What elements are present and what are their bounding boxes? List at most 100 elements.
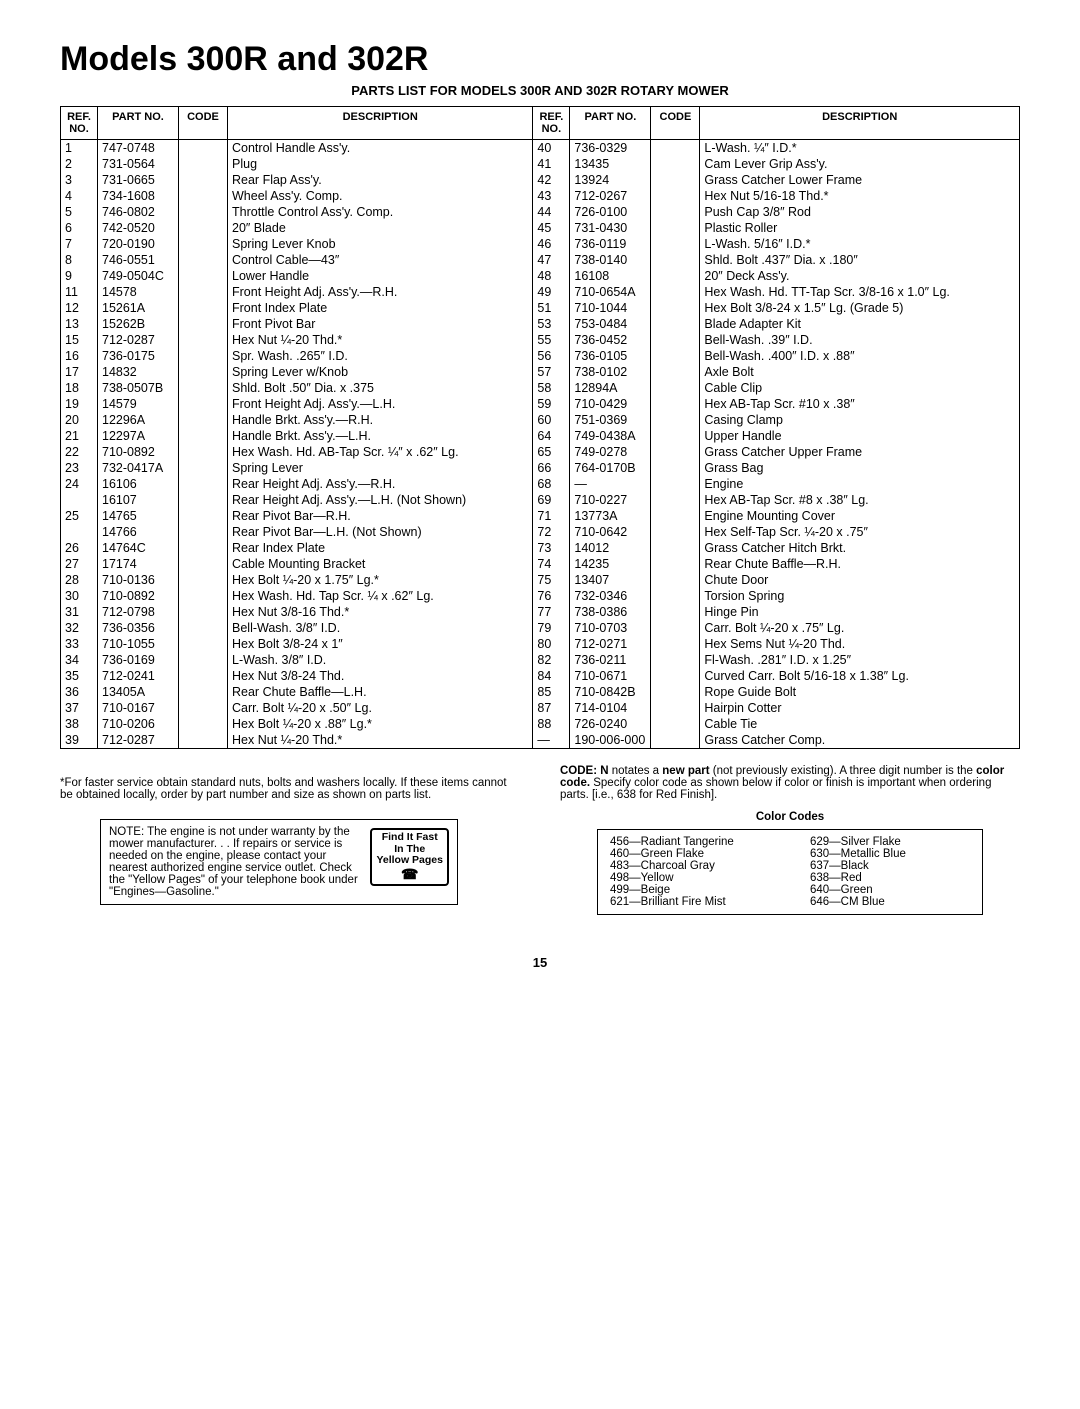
table-row: 34736-0169L-Wash. 3/8″ I.D.82736-0211Fl-… — [61, 652, 1020, 668]
part-no: 738-0386 — [570, 604, 651, 620]
code — [651, 268, 700, 284]
table-row: 16736-0175Spr. Wash. .265″ I.D.56736-010… — [61, 348, 1020, 364]
code — [179, 364, 228, 380]
part-no: 736-0169 — [98, 652, 179, 668]
ref-no: 42 — [533, 172, 570, 188]
col-desc2: DESCRIPTION — [700, 107, 1020, 140]
ref-no: 76 — [533, 588, 570, 604]
part-no: 710-0671 — [570, 668, 651, 684]
description: Hex Bolt 3/8-24 x 1.5″ Lg. (Grade 5) — [700, 300, 1020, 316]
part-no: 736-0211 — [570, 652, 651, 668]
ref-no: 3 — [61, 172, 98, 188]
description: Shld. Bolt .437″ Dia. x .180″ — [700, 252, 1020, 268]
ref-no: 69 — [533, 492, 570, 508]
part-no: 738-0102 — [570, 364, 651, 380]
code — [651, 332, 700, 348]
part-no: 712-0287 — [98, 332, 179, 348]
ref-no: 59 — [533, 396, 570, 412]
part-no: 736-0105 — [570, 348, 651, 364]
description: Hex Nut 3/8-16 Thd.* — [228, 604, 533, 620]
ref-no: 87 — [533, 700, 570, 716]
color-code-item: 637—Black — [810, 860, 970, 872]
description: Cable Clip — [700, 380, 1020, 396]
code — [651, 140, 700, 157]
description: Grass Catcher Lower Frame — [700, 172, 1020, 188]
ref-no: 26 — [61, 540, 98, 556]
code — [651, 572, 700, 588]
col-code2: CODE — [651, 107, 700, 140]
description: Handle Brkt. Ass'y.—L.H. — [228, 428, 533, 444]
color-codes-box: 456—Radiant Tangerine460—Green Flake483—… — [597, 829, 983, 915]
description: Rear Height Adj. Ass'y.—L.H. (Not Shown) — [228, 492, 533, 508]
description: Hairpin Cotter — [700, 700, 1020, 716]
table-row: 1914579Front Height Adj. Ass'y.—L.H.5971… — [61, 396, 1020, 412]
part-no: 12296A — [98, 412, 179, 428]
subtitle: PARTS LIST FOR MODELS 300R AND 302R ROTA… — [60, 83, 1020, 98]
col-ref2: REF. NO. — [533, 107, 570, 140]
code — [651, 732, 700, 749]
ref-no: 74 — [533, 556, 570, 572]
code — [179, 460, 228, 476]
code-info: CODE: N notates a new part (not previous… — [560, 765, 1020, 801]
code — [179, 492, 228, 508]
description: Wheel Ass'y. Comp. — [228, 188, 533, 204]
ref-no: 44 — [533, 204, 570, 220]
part-no: 742-0520 — [98, 220, 179, 236]
ref-no: 5 — [61, 204, 98, 220]
description: L-Wash. 3/8″ I.D. — [228, 652, 533, 668]
code — [651, 188, 700, 204]
description: Fl-Wash. .281″ I.D. x 1.25″ — [700, 652, 1020, 668]
ref-no: 56 — [533, 348, 570, 364]
ref-no: 43 — [533, 188, 570, 204]
code — [651, 508, 700, 524]
color-code-item: 629—Silver Flake — [810, 836, 970, 848]
footnote: *For faster service obtain standard nuts… — [60, 777, 520, 801]
part-no: 726-0240 — [570, 716, 651, 732]
code — [651, 220, 700, 236]
code — [651, 380, 700, 396]
description: L-Wash. 5/16″ I.D.* — [700, 236, 1020, 252]
ref-no: 27 — [61, 556, 98, 572]
table-row: 38710-0206Hex Bolt ¼-20 x .88″ Lg.*88726… — [61, 716, 1020, 732]
description: Push Cap 3/8″ Rod — [700, 204, 1020, 220]
description: Rear Flap Ass'y. — [228, 172, 533, 188]
table-row: 1315262BFront Pivot Bar53753-0484Blade A… — [61, 316, 1020, 332]
code — [179, 476, 228, 492]
color-code-item: 630—Metallic Blue — [810, 848, 970, 860]
part-no: 731-0665 — [98, 172, 179, 188]
code — [651, 684, 700, 700]
color-codes-left: 456—Radiant Tangerine460—Green Flake483—… — [610, 836, 770, 908]
part-no: 13435 — [570, 156, 651, 172]
description: Control Handle Ass'y. — [228, 140, 533, 157]
code — [651, 348, 700, 364]
code — [179, 572, 228, 588]
table-row: 31712-0798Hex Nut 3/8-16 Thd.*77738-0386… — [61, 604, 1020, 620]
part-no: 736-0452 — [570, 332, 651, 348]
code — [179, 236, 228, 252]
parts-table: REF. NO. PART NO. CODE DESCRIPTION REF. … — [60, 106, 1020, 749]
code — [179, 220, 228, 236]
ref-no: 12 — [61, 300, 98, 316]
code — [179, 524, 228, 540]
code — [179, 380, 228, 396]
part-no: 734-1608 — [98, 188, 179, 204]
ref-no: 39 — [61, 732, 98, 749]
description: Front Pivot Bar — [228, 316, 533, 332]
part-no: 712-0267 — [570, 188, 651, 204]
description: Carr. Bolt ¼-20 x .50″ Lg. — [228, 700, 533, 716]
code — [179, 604, 228, 620]
part-no: 14765 — [98, 508, 179, 524]
part-no: 749-0278 — [570, 444, 651, 460]
description: Rear Index Plate — [228, 540, 533, 556]
description: Hex Bolt ¼-20 x .88″ Lg.* — [228, 716, 533, 732]
description: Rear Height Adj. Ass'y.—R.H. — [228, 476, 533, 492]
code — [179, 204, 228, 220]
description: Front Index Plate — [228, 300, 533, 316]
code — [651, 620, 700, 636]
table-row: 1114578Front Height Adj. Ass'y.—R.H.4971… — [61, 284, 1020, 300]
ref-no: 11 — [61, 284, 98, 300]
part-no: 190-006-000 — [570, 732, 651, 749]
description: Spring Lever w/Knob — [228, 364, 533, 380]
description: Bell-Wash. 3/8″ I.D. — [228, 620, 533, 636]
part-no: 736-0356 — [98, 620, 179, 636]
